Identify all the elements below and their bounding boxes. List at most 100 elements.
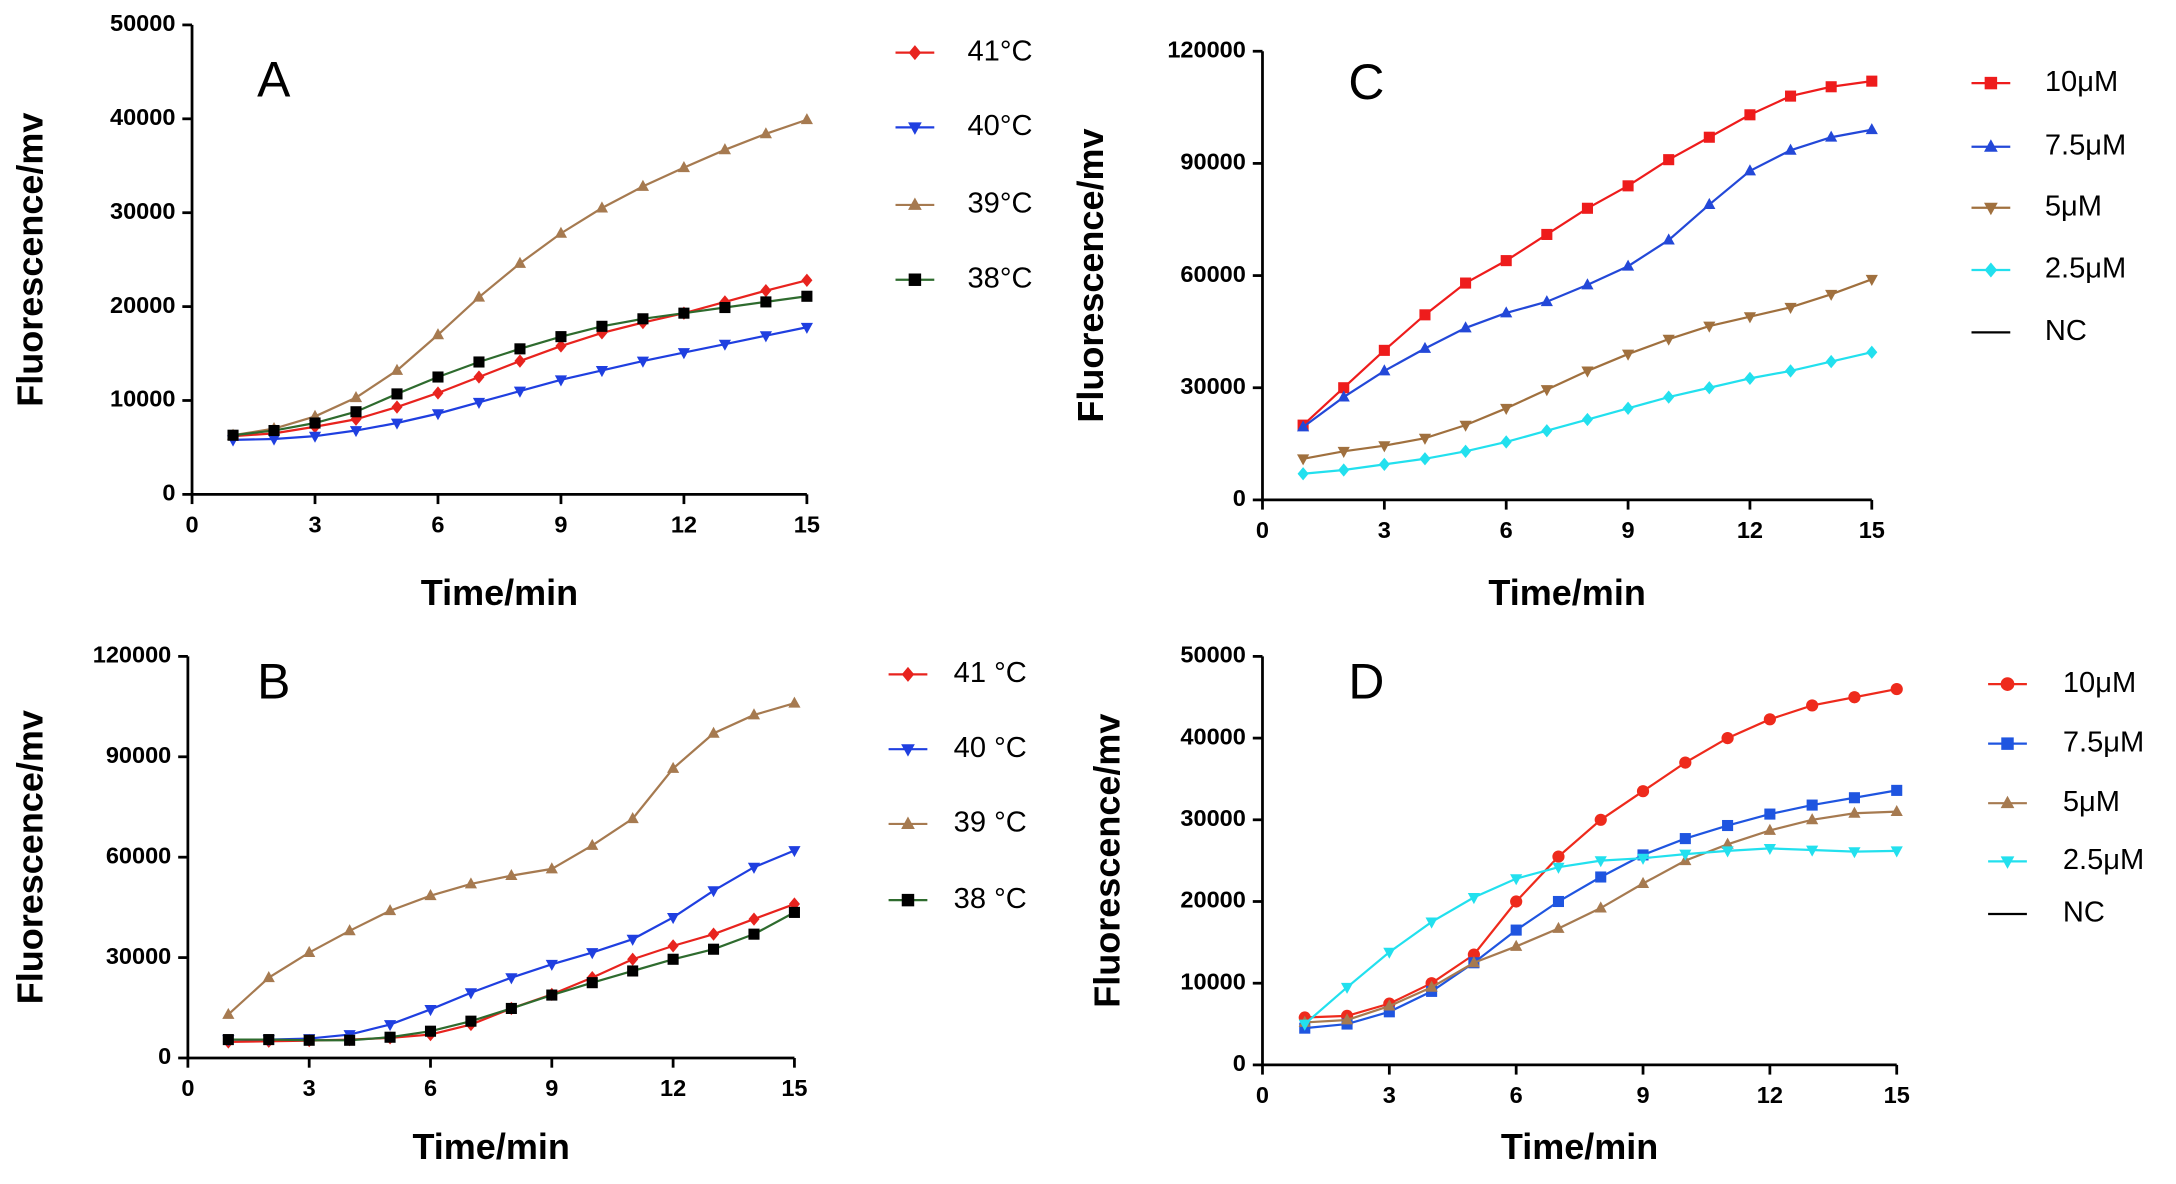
panel-label: C	[1348, 54, 1384, 110]
marker	[1721, 846, 1734, 858]
marker	[473, 370, 485, 384]
series-line	[227, 702, 795, 1016]
panel-label: B	[257, 654, 290, 710]
marker	[2000, 677, 2015, 691]
legend-label: 5μM	[2063, 786, 2120, 818]
marker	[1984, 202, 1998, 216]
marker	[1721, 732, 1734, 745]
marker	[719, 301, 731, 314]
marker	[1890, 682, 1903, 696]
marker	[595, 366, 609, 378]
y-tick-label: 30000	[1180, 805, 1245, 831]
marker	[1785, 90, 1797, 102]
marker	[390, 363, 404, 375]
legend-label: 41°C	[968, 35, 1033, 67]
x-tick-label: 6	[1500, 517, 1513, 543]
marker	[707, 886, 720, 898]
marker	[303, 945, 316, 957]
marker	[788, 906, 800, 918]
marker	[1552, 850, 1565, 863]
marker	[801, 290, 813, 302]
marker	[667, 761, 680, 773]
marker	[908, 45, 922, 61]
legend-label: 40°C	[968, 110, 1033, 142]
y-tick-label: 0	[162, 480, 175, 506]
marker	[1663, 154, 1675, 166]
marker	[1340, 982, 1354, 994]
marker	[788, 846, 801, 858]
marker	[1784, 143, 1797, 155]
y-tick-label: 50000	[110, 10, 175, 36]
marker	[1418, 433, 1432, 445]
marker	[1581, 412, 1593, 427]
marker	[707, 726, 720, 738]
marker	[678, 307, 690, 319]
marker	[1763, 823, 1776, 835]
marker	[627, 965, 639, 977]
legend-label: 2.5μM	[2063, 844, 2144, 876]
marker	[424, 889, 437, 901]
y-tick-label: 60000	[1180, 261, 1245, 287]
y-tick-label: 20000	[1180, 887, 1245, 913]
marker	[1594, 856, 1607, 868]
x-tick-label: 15	[794, 511, 820, 537]
y-tick-label: 120000	[1167, 36, 1246, 62]
marker	[718, 339, 731, 351]
marker	[718, 143, 731, 155]
x-axis-label: Time/min	[1488, 572, 1645, 613]
marker	[554, 226, 568, 238]
marker	[626, 812, 639, 824]
x-tick-label: 0	[1256, 517, 1269, 543]
marker	[1679, 833, 1691, 845]
marker	[1425, 917, 1438, 929]
marker	[1621, 349, 1635, 361]
marker	[1663, 390, 1675, 404]
marker	[1984, 262, 1998, 278]
marker	[1540, 385, 1553, 397]
marker	[1722, 819, 1734, 832]
marker	[473, 356, 485, 368]
marker	[1338, 463, 1350, 477]
marker	[555, 331, 567, 343]
marker	[1552, 921, 1565, 933]
marker	[1825, 289, 1838, 301]
marker	[424, 1025, 437, 1037]
marker	[1467, 956, 1480, 968]
series-line	[1304, 810, 1897, 1024]
marker	[1866, 345, 1878, 359]
marker	[1744, 109, 1756, 121]
marker	[1510, 924, 1522, 936]
marker	[800, 322, 813, 334]
marker	[431, 409, 445, 421]
marker	[788, 696, 801, 708]
marker	[1806, 799, 1818, 811]
panel-label: A	[257, 51, 291, 107]
legend-label: 2.5μM	[2045, 253, 2126, 285]
marker	[222, 1034, 234, 1046]
marker	[1581, 202, 1593, 214]
marker	[1419, 452, 1431, 466]
x-tick-label: 9	[545, 1075, 558, 1101]
marker	[636, 179, 650, 191]
marker	[1298, 1019, 1311, 1031]
marker	[1297, 467, 1309, 481]
marker	[1679, 756, 1692, 769]
marker	[2000, 795, 2015, 809]
marker	[303, 1034, 315, 1046]
marker	[760, 296, 772, 308]
x-tick-label: 12	[1757, 1082, 1783, 1108]
marker	[384, 1031, 396, 1043]
legend-label: 7.5μM	[2063, 726, 2144, 758]
marker	[391, 400, 403, 414]
legend-label: 38°C	[968, 262, 1033, 294]
marker	[759, 331, 772, 343]
marker	[465, 1015, 477, 1027]
marker	[708, 927, 720, 941]
marker	[2000, 856, 2015, 869]
marker	[1419, 309, 1431, 321]
y-tick-label: 0	[1233, 485, 1246, 511]
marker	[1297, 454, 1310, 466]
marker	[1581, 366, 1594, 378]
y-tick-label: 10000	[1180, 968, 1245, 994]
marker	[1890, 804, 1903, 817]
